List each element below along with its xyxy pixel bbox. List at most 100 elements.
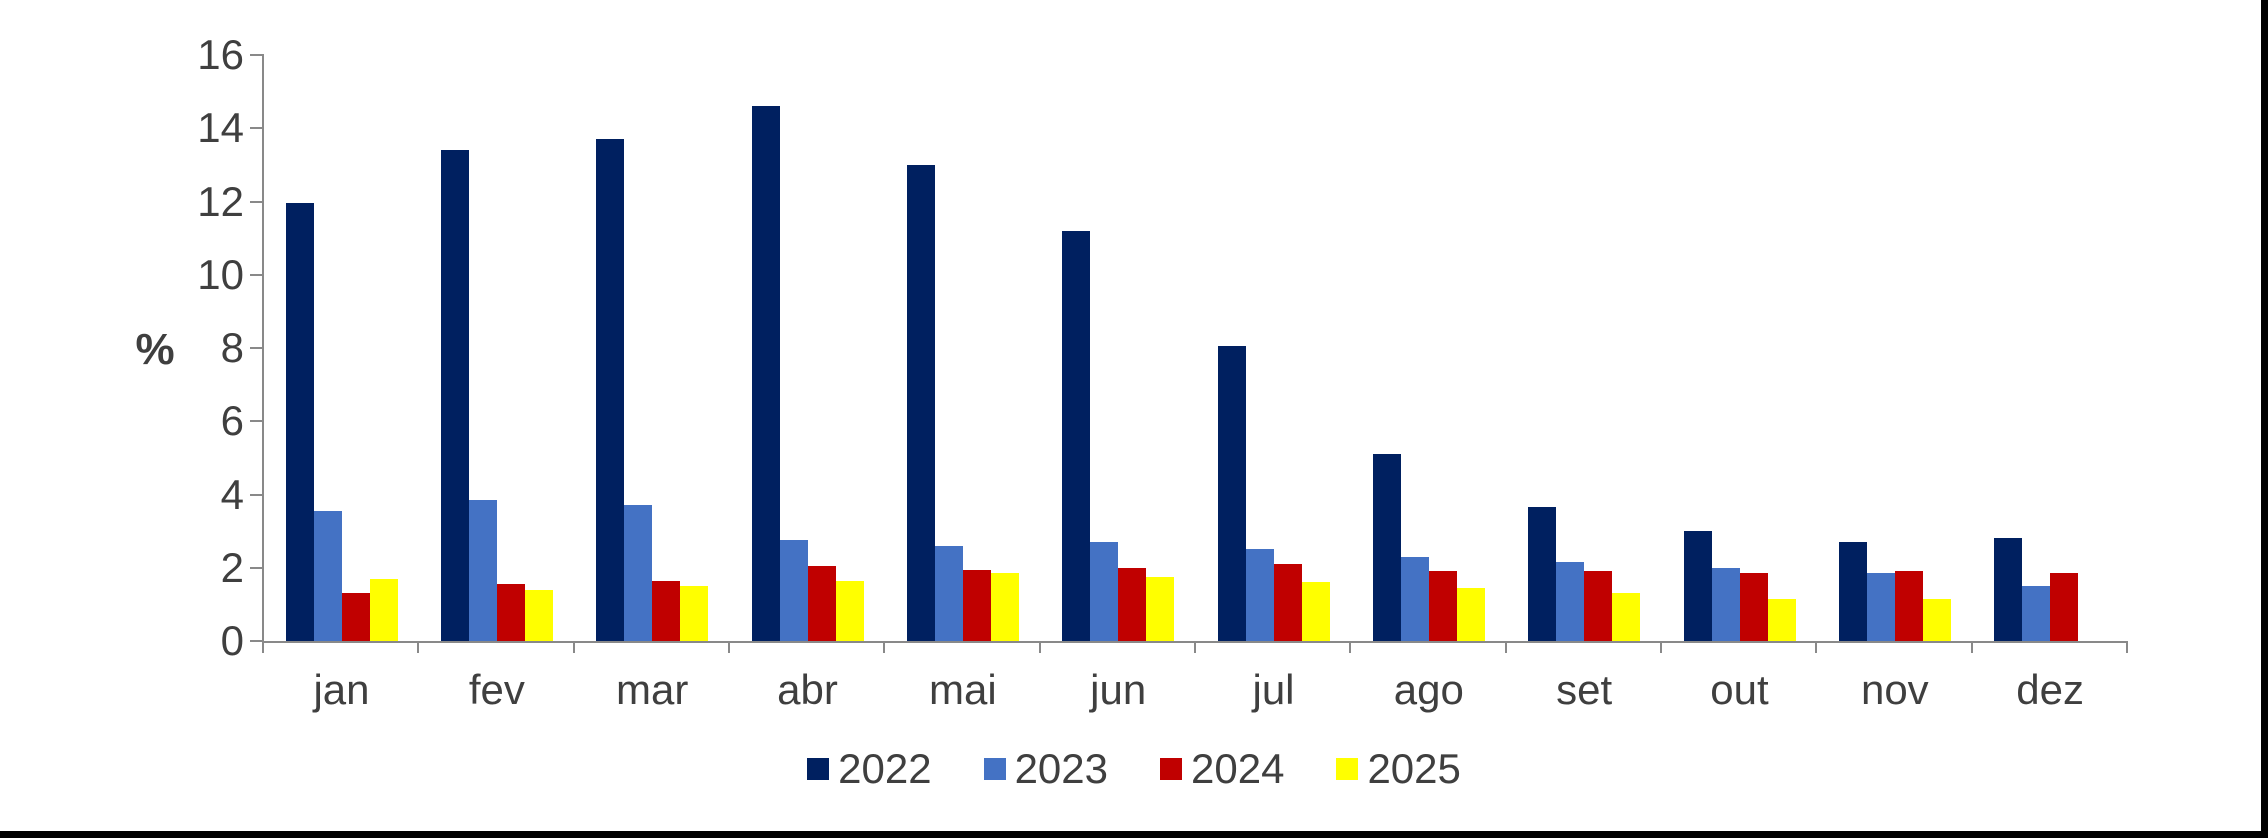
bar-2022-jun [1062, 230, 1091, 641]
bar-2024-jan [341, 593, 370, 641]
bar-2025-fev [525, 589, 553, 641]
screen-edge-right [2261, 0, 2268, 838]
x-tick-label-set: set [1556, 666, 1613, 713]
x-tick-12 [2126, 641, 2128, 653]
x-tick-10 [1815, 641, 1818, 653]
bar-2025-nov [1923, 598, 1951, 641]
bar-2022-set [1528, 507, 1557, 641]
x-tick-label-dez: dez [2016, 666, 2085, 713]
x-tick-8 [1504, 641, 1507, 653]
bar-2023-ago [1401, 556, 1429, 641]
y-tick-label-0: 0 [220, 617, 244, 664]
bar-2022-out [1683, 531, 1712, 641]
bar-2025-ago [1457, 587, 1485, 641]
bar-2022-mar [596, 139, 625, 641]
legend-entry-2024: 2024 [1160, 748, 1284, 790]
bar-2025-jul [1301, 582, 1330, 641]
legend-swatch-2022 [807, 758, 830, 780]
bar-2022-mai [907, 164, 935, 641]
legend-label-2024: 2024 [1191, 745, 1285, 792]
x-tick-label-ago: ago [1393, 666, 1464, 713]
bar-2024-jun [1118, 567, 1147, 641]
bar-2025-jun [1146, 576, 1175, 641]
bar-2024-ago [1429, 571, 1457, 641]
bar-2024-jul [1273, 564, 1302, 641]
chart-legend: 2022 2023 2024 2025 [0, 748, 2268, 790]
y-tick-12 [250, 200, 262, 203]
x-tick-2 [572, 641, 575, 653]
bar-2024-mar [652, 580, 681, 641]
bar-2022-fev [441, 150, 469, 641]
bar-2022-ago [1373, 454, 1401, 641]
bar-2025-abr [835, 580, 864, 641]
bar-2024-out [1739, 573, 1768, 641]
y-tick-0 [250, 640, 262, 642]
x-tick-7 [1349, 641, 1352, 653]
y-axis-line [262, 54, 264, 643]
bar-2024-mai [963, 569, 991, 641]
bar-2024-fev [497, 584, 525, 641]
x-tick-label-fev: fev [468, 666, 525, 713]
bar-2022-jul [1217, 346, 1246, 641]
x-tick-label-abr: abr [777, 666, 838, 713]
x-tick-3 [728, 641, 730, 653]
x-tick-label-mai: mai [928, 666, 997, 713]
bar-2022-nov [1839, 542, 1867, 641]
bar-2022-abr [751, 106, 780, 641]
x-tick-9 [1660, 641, 1662, 653]
x-tick-1 [417, 641, 420, 653]
y-axis-title: % [135, 325, 175, 374]
bar-2025-mai [991, 573, 1019, 641]
x-tick-5 [1038, 641, 1041, 653]
y-tick-label-16: 16 [197, 31, 244, 78]
x-tick-4 [883, 641, 886, 653]
x-tick-0 [262, 641, 264, 653]
bar-2022-dez [1994, 538, 2023, 641]
legend-entry-2023: 2023 [983, 745, 1108, 792]
y-tick-4 [250, 493, 262, 496]
bar-2024-abr [807, 565, 836, 641]
bar-2023-out [1711, 567, 1740, 641]
legend-swatch-2025 [1336, 758, 1359, 780]
bar-2023-dez [2022, 586, 2051, 641]
x-tick-label-nov: nov [1860, 666, 1929, 713]
y-tick-label-4: 4 [220, 470, 244, 518]
legend-entry-2025: 2025 [1336, 745, 1461, 792]
x-tick-label-mar: mar [615, 666, 689, 713]
y-tick-label-12: 12 [197, 177, 244, 225]
legend-swatch-2023 [983, 758, 1006, 780]
y-tick-10 [250, 273, 262, 276]
legend-entry-2022: 2022 [807, 745, 932, 792]
x-tick-label-jan: jan [313, 666, 370, 713]
legend-label-2023: 2023 [1014, 745, 1108, 792]
y-tick-6 [250, 420, 262, 423]
x-tick-label-jun: jun [1090, 666, 1147, 713]
y-tick-14 [250, 127, 262, 130]
bar-2023-jul [1245, 549, 1274, 641]
bar-2022-jan [285, 203, 314, 641]
bar-2025-out [1767, 598, 1796, 641]
y-tick-label-10: 10 [197, 250, 244, 298]
bar-2024-dez [2050, 573, 2079, 641]
x-tick-11 [1970, 641, 1973, 653]
bar-2023-nov [1867, 573, 1895, 641]
x-tick-label-jul: jul [1252, 666, 1295, 713]
y-tick-label-14: 14 [197, 104, 244, 152]
legend-label-2022: 2022 [838, 745, 932, 792]
bar-2023-fev [469, 499, 497, 641]
screen-edge-bottom [0, 831, 2268, 838]
x-tick-6 [1194, 641, 1196, 653]
y-tick-label-8: 8 [220, 324, 244, 371]
bar-2023-mar [624, 505, 653, 641]
legend-label-2025: 2025 [1367, 745, 1461, 792]
y-tick-16 [250, 54, 262, 56]
bar-2025-mar [680, 586, 709, 641]
y-tick-label-2: 2 [220, 543, 244, 591]
bar-2023-set [1556, 562, 1585, 641]
bar-2025-set [1612, 593, 1641, 641]
y-tick-2 [250, 566, 262, 569]
x-tick-label-out: out [1710, 666, 1769, 713]
bar-2023-abr [779, 540, 808, 641]
